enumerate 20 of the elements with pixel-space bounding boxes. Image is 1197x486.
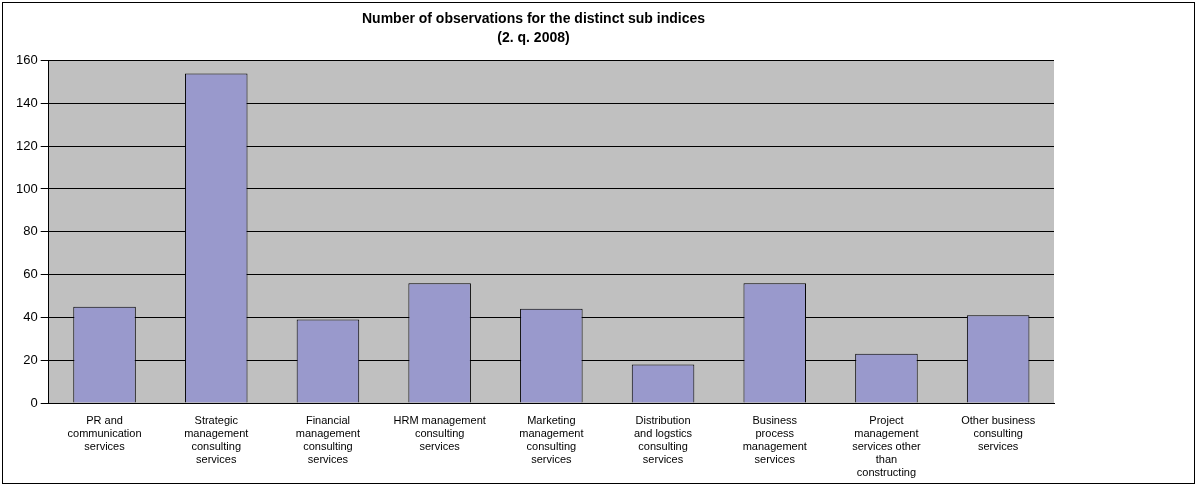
y-tick-label: 0 xyxy=(30,394,38,410)
x-tick-label: Project management services other than constructing xyxy=(852,413,922,479)
y-tick-label: 140 xyxy=(15,94,38,110)
x-tick-label: Financial management consulting services xyxy=(295,413,361,466)
x-tick-label: Other business consulting services xyxy=(961,413,1036,453)
chart-title: Number of observations for the distinct sub indices xyxy=(361,10,706,27)
y-tick-label: 160 xyxy=(15,52,38,68)
y-tick-label: 20 xyxy=(23,351,38,367)
y-tick-label: 80 xyxy=(23,223,38,239)
x-tick-label: Strategic management consulting services xyxy=(184,413,249,466)
x-tick-label: Marketing management consulting services xyxy=(519,413,584,466)
y-tick-label: 120 xyxy=(15,137,38,153)
x-tick-label: HRM management consulting services xyxy=(393,413,486,453)
chart-subtitle: (2. q. 2008) xyxy=(497,29,570,46)
x-tick-label: PR and communication services xyxy=(67,413,142,453)
x-tick-label: Distribution and logstics consulting services xyxy=(634,413,693,466)
y-tick-label: 100 xyxy=(15,180,38,196)
y-tick-label: 60 xyxy=(23,266,38,282)
x-tick-label: Business process management services xyxy=(742,413,807,466)
y-tick-label: 40 xyxy=(23,308,38,324)
